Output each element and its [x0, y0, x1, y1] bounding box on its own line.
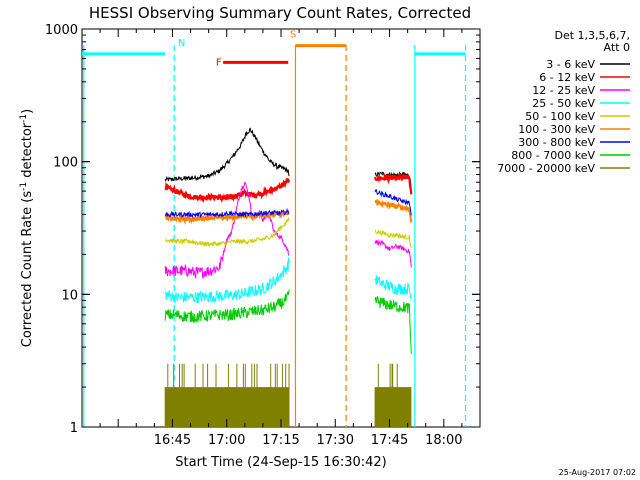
y-tick-label: 1: [70, 421, 78, 436]
x-tick-label: 17:45: [371, 433, 408, 448]
footer-timestamp: 25-Aug-2017 07:02: [559, 468, 636, 477]
y-tick-label: 10: [61, 288, 78, 303]
interval-label: N: [178, 38, 185, 49]
x-axis: 16:45 17:00 17:15 17:30 17:45 18:00: [81, 29, 481, 448]
y-tick-label: 1000: [45, 23, 78, 38]
legend-entry-label: 50 - 100 keV: [525, 110, 595, 123]
legend-header-line-1: Det 1,3,5,6,7,: [554, 29, 630, 42]
series-line: [164, 216, 412, 249]
x-tick-label: 17:15: [262, 433, 299, 448]
series-line: [164, 257, 412, 304]
interval-label: S: [290, 30, 296, 41]
observing-intervals: N F S: [82, 30, 466, 68]
legend-entry-label: 25 - 50 keV: [532, 97, 595, 110]
x-axis-label: Start Time (24-Sep-15 16:30:42): [175, 455, 386, 470]
x-tick-label: 18:00: [425, 433, 462, 448]
series-band-7000-20000: [374, 363, 412, 427]
legend-entry-label: 3 - 6 keV: [546, 58, 595, 71]
x-tick-label: 17:00: [208, 433, 245, 448]
legend-entry-label: 300 - 800 keV: [518, 136, 595, 149]
x-tick-label: 17:30: [317, 433, 354, 448]
y-axis-label: Corrected Count Rate (s-1 detector-1): [19, 109, 35, 347]
legend-entry-label: 12 - 25 keV: [532, 84, 595, 97]
series-line: [164, 181, 412, 279]
interval-boundary-lines: [83, 45, 467, 427]
legend-entry-label: 100 - 300 keV: [518, 123, 595, 136]
series-band-7000-20000: [164, 363, 290, 427]
x-tick-label: 16:45: [154, 433, 191, 448]
interval-label: F: [216, 57, 222, 68]
series-line: [164, 198, 413, 226]
legend-entry-label: 6 - 12 keV: [539, 71, 595, 84]
legend-entry-label: 800 - 7000 keV: [511, 149, 595, 162]
series-lines: [164, 127, 413, 427]
series-line: [164, 171, 413, 204]
y-tick-label: 100: [53, 156, 78, 171]
y-axis: 1 10 100 1000: [45, 23, 480, 436]
series-line: [164, 188, 412, 219]
series-line: [164, 289, 412, 355]
legend-entry-label: 7000 - 20000 keV: [497, 162, 595, 175]
chart-title: HESSI Observing Summary Count Rates, Cor…: [89, 4, 471, 22]
legend-header-line-2: Att 0: [604, 41, 630, 54]
